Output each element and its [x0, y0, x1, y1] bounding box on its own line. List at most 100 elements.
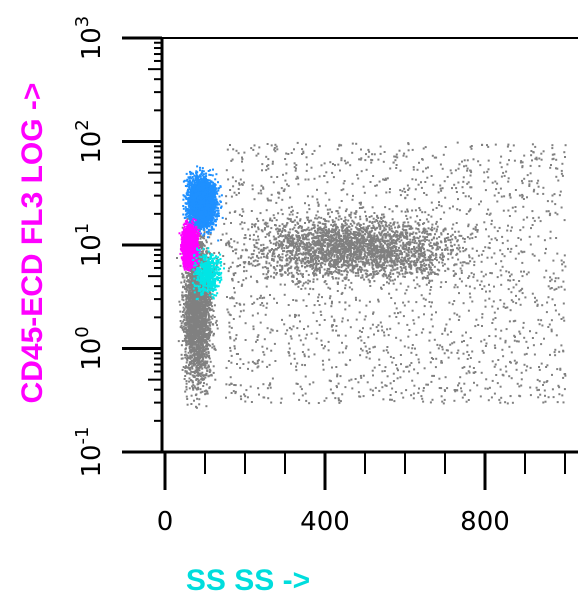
data-point	[370, 258, 372, 261]
data-point	[435, 220, 438, 223]
data-point	[298, 256, 300, 259]
data-point	[182, 366, 185, 368]
data-point	[187, 372, 190, 375]
data-point	[193, 357, 196, 360]
data-point	[390, 230, 393, 233]
data-point	[180, 315, 183, 318]
data-point	[254, 265, 257, 267]
data-point	[272, 214, 275, 217]
data-point	[399, 244, 402, 247]
data-point	[390, 235, 393, 238]
data-point	[205, 250, 208, 253]
data-point	[356, 227, 359, 230]
data-point	[338, 261, 341, 263]
data-point	[395, 239, 398, 242]
data-point	[183, 378, 186, 380]
data-point	[450, 235, 452, 238]
data-point	[375, 259, 378, 261]
data-point	[394, 264, 396, 267]
data-point	[377, 251, 380, 254]
data-point	[191, 290, 194, 293]
data-point	[347, 266, 350, 269]
data-point	[269, 264, 272, 267]
data-point	[388, 233, 391, 236]
data-point	[199, 372, 202, 375]
data-point	[324, 272, 327, 275]
data-point	[333, 223, 336, 226]
data-point	[312, 263, 315, 266]
data-point	[362, 263, 365, 266]
data-point	[355, 248, 358, 251]
data-point	[330, 223, 333, 226]
data-point	[285, 262, 288, 265]
data-point	[267, 271, 269, 274]
data-point	[182, 314, 185, 316]
data-point	[344, 216, 347, 219]
data-point	[338, 242, 341, 245]
data-point	[379, 256, 382, 259]
data-point	[207, 375, 210, 378]
data-point	[432, 208, 435, 211]
data-point	[349, 230, 352, 233]
data-point	[314, 272, 317, 275]
data-point	[276, 261, 279, 264]
data-point	[302, 242, 305, 245]
data-point	[346, 254, 349, 256]
data-point	[381, 224, 384, 227]
data-point	[334, 230, 336, 233]
data-point	[195, 377, 198, 380]
data-point	[365, 255, 368, 258]
data-point	[196, 368, 199, 371]
data-point	[337, 277, 340, 280]
data-point	[363, 242, 366, 244]
data-point	[192, 359, 195, 362]
data-point	[405, 261, 408, 264]
data-point	[312, 234, 315, 237]
data-point	[200, 365, 203, 368]
data-point	[379, 243, 382, 246]
data-point	[257, 247, 260, 250]
data-point	[351, 266, 354, 269]
data-point	[444, 239, 447, 242]
data-point	[385, 249, 388, 252]
data-point	[313, 236, 316, 239]
data-point	[296, 235, 299, 238]
data-point	[396, 258, 399, 261]
data-point	[428, 279, 431, 282]
data-point	[185, 300, 188, 303]
data-point	[260, 229, 263, 232]
data-point	[315, 244, 318, 247]
data-point	[397, 275, 399, 278]
data-point	[182, 320, 185, 323]
data-point	[363, 244, 366, 247]
data-point	[421, 272, 424, 275]
data-point	[390, 261, 393, 264]
data-point	[349, 244, 351, 247]
data-point	[197, 307, 200, 310]
data-point	[189, 356, 192, 359]
data-point	[412, 236, 415, 239]
data-point	[191, 366, 193, 369]
data-point	[286, 273, 289, 276]
data-point	[191, 277, 194, 280]
data-point	[277, 212, 280, 215]
data-point	[299, 272, 302, 275]
data-point	[333, 254, 336, 257]
data-point	[420, 271, 423, 273]
data-point	[406, 271, 409, 274]
data-point	[201, 330, 204, 333]
data-point	[358, 207, 361, 209]
data-point	[290, 240, 292, 243]
data-point	[407, 249, 410, 252]
data-point	[255, 246, 258, 249]
data-point	[188, 287, 191, 290]
data-point	[399, 258, 402, 261]
data-point	[375, 218, 378, 221]
data-point	[379, 240, 382, 243]
data-point	[194, 323, 196, 326]
data-point	[342, 250, 345, 253]
data-point	[392, 234, 395, 237]
data-point	[367, 234, 370, 237]
data-point	[335, 227, 338, 230]
data-point	[345, 273, 348, 276]
